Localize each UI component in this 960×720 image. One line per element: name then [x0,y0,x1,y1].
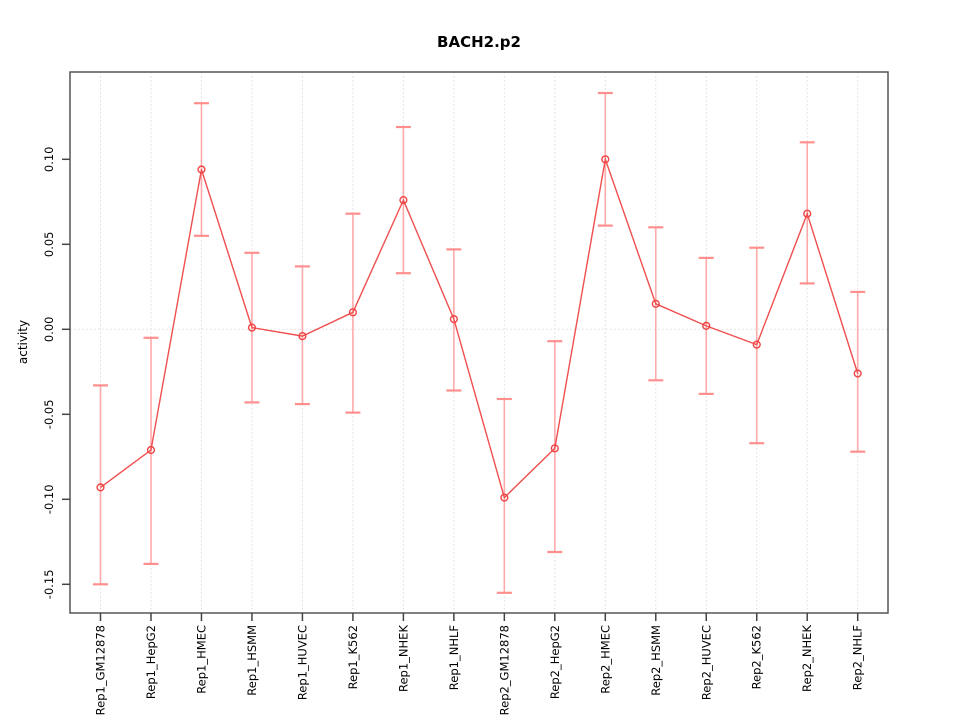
data-point [348,308,358,317]
x-tick-label: Rep2_GM12878 [497,625,511,715]
x-tick-label: Rep2_HepG2 [548,625,562,699]
x-tick-label: Rep2_NHLF [851,625,865,690]
x-tick-label: Rep1_HSMM [245,625,259,696]
data-point [702,321,711,331]
data-point [96,483,105,492]
series-layer [96,155,862,502]
y-tick-label: 0.10 [42,146,56,172]
data-point [853,369,862,378]
grid-layer [70,72,888,613]
data-point [146,445,156,455]
x-tick-label: Rep2_NHEK [800,625,814,692]
y-tick-label: -0.10 [42,484,56,514]
data-point [247,323,257,332]
x-tick-label: Rep1_K562 [346,625,360,689]
series-line [100,156,859,499]
y-axis-title: activity [16,320,30,364]
axis-layer: 0.10 0.05 0.00 -0.05 -0.10 -0.15 Rep1_GM12878 R… [42,146,865,715]
data-point [651,299,660,308]
x-tick-label: Rep1_GM12878 [94,625,108,715]
data-point [550,444,559,453]
chart-title: BACH2.p2 [437,33,521,51]
y-tick-label: 0.00 [42,316,56,342]
errorbar-layer [93,91,866,594]
y-tick-label: 0.05 [42,231,56,257]
x-tick-label: Rep1_HUVEC [295,625,309,700]
x-tick-label: Rep2_HMEC [598,625,612,694]
x-tick-label: Rep1_NHEK [396,625,410,692]
x-tick-label: Rep2_K562 [750,625,764,689]
x-tick-label: Rep2_HSMM [649,625,663,696]
y-tick-label: -0.15 [42,569,56,599]
plot-border-box [69,71,889,614]
data-point [803,209,812,218]
data-point [449,315,458,324]
x-tick-label: Rep1_HepG2 [144,625,158,699]
x-tick-label: Rep1_HMEC [194,625,208,694]
data-point [298,332,307,341]
data-point [399,196,408,205]
x-tick-label: Rep1_NHLF [447,625,461,690]
data-point [601,155,610,164]
y-tick-label: -0.05 [42,399,56,429]
data-point [197,165,206,174]
x-tick-label: Rep2_HUVEC [699,625,713,700]
data-point [752,340,761,349]
data-point [500,493,509,502]
